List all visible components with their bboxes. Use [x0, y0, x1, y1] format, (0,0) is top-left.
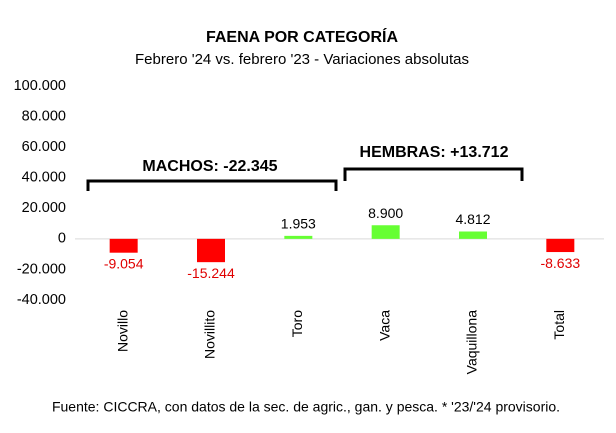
annotation: MACHOS: -22.345: [142, 158, 277, 175]
bar: [546, 238, 575, 253]
bar: [459, 231, 487, 239]
source-note: Fuente: CICCRA, con datos de la sec. de …: [52, 399, 560, 415]
y-tick-label: -20.000: [17, 261, 66, 277]
chart-subtitle: Febrero '24 vs. febrero '23 - Variacione…: [135, 51, 469, 68]
value-label: 8.900: [368, 205, 403, 221]
y-tick-label: 60.000: [22, 139, 66, 155]
x-tick-label: Toro: [289, 310, 305, 337]
bar: [284, 235, 313, 239]
bar: [197, 238, 225, 263]
x-tick-label: Vaca: [376, 310, 392, 341]
chart-title: FAENA POR CATEGORÍA: [206, 27, 398, 46]
value-label: -15.244: [187, 265, 235, 281]
y-tick-label: 100.000: [14, 78, 66, 94]
bar: [109, 238, 138, 253]
x-tick-label: Novillo: [114, 310, 130, 352]
value-label: 1.953: [281, 216, 316, 232]
y-tick-label: 80.000: [22, 108, 66, 124]
y-tick-label: -40.000: [17, 292, 66, 308]
value-label: -8.633: [540, 255, 580, 271]
x-tick-label: Total: [551, 310, 567, 340]
y-tick-label: 0: [58, 231, 66, 247]
bar: [371, 225, 400, 239]
y-tick-label: 20.000: [22, 200, 66, 216]
value-label: -9.054: [104, 255, 144, 271]
x-tick-label: Vaquillona: [464, 310, 480, 375]
value-label: 4.812: [455, 211, 490, 227]
annotation: HEMBRAS: +13.712: [360, 144, 509, 161]
brace: [343, 167, 524, 181]
x-tick-label: Novillito: [202, 310, 218, 359]
y-tick-label: 40.000: [22, 170, 66, 186]
brace: [86, 179, 338, 191]
